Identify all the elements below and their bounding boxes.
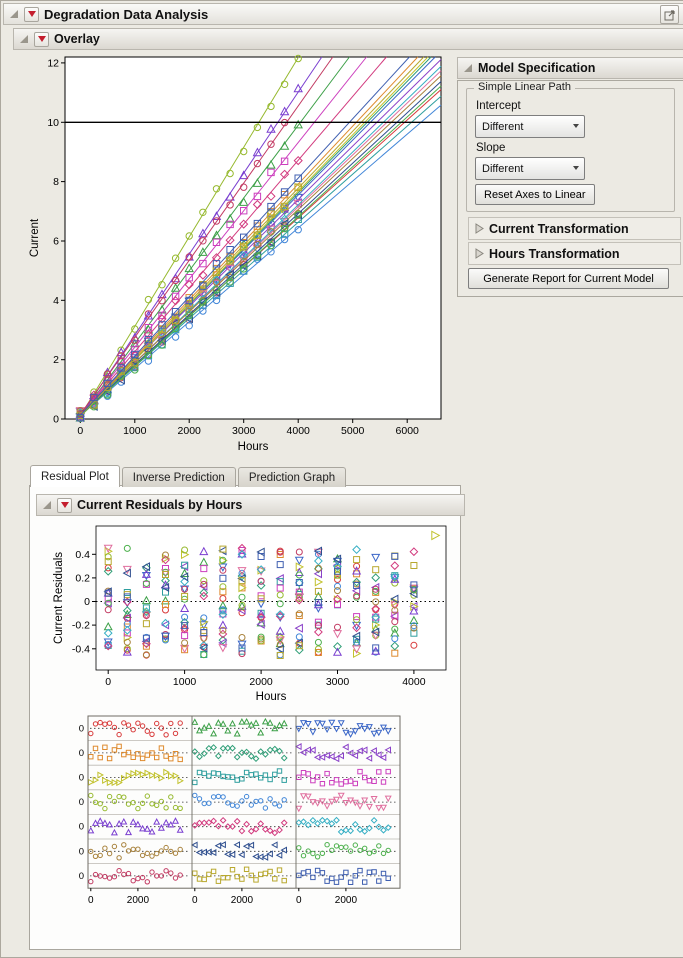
model-spec-panel: Simple Linear Path Intercept Different S…: [457, 80, 683, 297]
svg-text:0: 0: [79, 773, 84, 784]
svg-text:0: 0: [53, 414, 59, 426]
disclosure-closed-icon[interactable]: [474, 223, 484, 234]
chevron-down-icon: [573, 124, 579, 128]
svg-text:0: 0: [79, 871, 84, 882]
tab-label: Residual Plot: [41, 470, 109, 483]
svg-text:1000: 1000: [123, 425, 147, 437]
slope-value: Different: [482, 162, 524, 175]
residuals-header-bar[interactable]: Current Residuals by Hours: [36, 494, 465, 516]
svg-text:0: 0: [79, 822, 84, 833]
svg-text:2000: 2000: [178, 425, 202, 437]
hours-transformation-outline[interactable]: Hours Transformation: [468, 242, 681, 265]
slope-dropdown[interactable]: Different: [475, 157, 585, 180]
red-triangle-menu-icon[interactable]: [24, 6, 39, 22]
svg-text:8: 8: [53, 176, 59, 188]
svg-text:-0.4: -0.4: [72, 643, 90, 655]
disclosure-open-icon[interactable]: [463, 63, 473, 73]
tab-residual-plot[interactable]: Residual Plot: [30, 465, 120, 487]
residuals-panel-grid[interactable]: 0 0 0 0 0 0 0 0 2000 0 2000 0 2000: [72, 712, 424, 915]
svg-text:10: 10: [47, 117, 59, 129]
page-title: Degradation Data Analysis: [44, 6, 209, 22]
residuals-plot[interactable]: 0 1000 2000 3000 4000 0.4 0.2 0 -0.2 -0.4 Hours Cur…: [50, 520, 454, 711]
svg-text:2000: 2000: [231, 895, 254, 906]
svg-text:2: 2: [53, 354, 59, 366]
svg-text:2000: 2000: [127, 895, 150, 906]
intercept-label: Intercept: [476, 100, 521, 112]
disclosure-open-icon[interactable]: [42, 500, 52, 510]
residual-tab-bar: Residual Plot Inverse Prediction Predict…: [30, 465, 348, 487]
residuals-panel-svg[interactable]: 0 0 0 0 0 0 0 0 2000 0 2000 0 2000: [72, 712, 424, 912]
svg-text:1000: 1000: [173, 676, 197, 688]
residuals-title: Current Residuals by Hours: [77, 498, 243, 512]
intercept-value: Different: [482, 120, 524, 133]
disclosure-open-icon[interactable]: [19, 34, 29, 44]
svg-text:3000: 3000: [326, 676, 350, 688]
model-spec-title: Model Specification: [478, 61, 596, 75]
svg-text:Hours: Hours: [238, 441, 269, 453]
svg-text:0: 0: [79, 748, 84, 759]
overlay-plot-svg[interactable]: 0 1000 2000 3000 4000 5000 6000 0 2 4 6 8 10 12 Hours C…: [27, 51, 447, 457]
residual-plot-panel: Current Residuals by Hours 0 1000 2000 3000…: [29, 485, 465, 950]
svg-text:2000: 2000: [249, 676, 273, 688]
tab-label: Inverse Prediction: [132, 471, 225, 484]
svg-text:0: 0: [296, 895, 302, 906]
svg-text:0: 0: [192, 895, 198, 906]
svg-text:-0.2: -0.2: [72, 620, 90, 632]
report-title-bar[interactable]: Degradation Data Analysis: [3, 3, 683, 25]
svg-text:5000: 5000: [341, 425, 365, 437]
svg-text:Hours: Hours: [256, 691, 287, 703]
overlay-plot[interactable]: 0 1000 2000 3000 4000 5000 6000 0 2 4 6 8 10 12 Hours C…: [27, 51, 447, 460]
svg-text:4000: 4000: [287, 425, 311, 437]
chevron-down-icon: [573, 166, 579, 170]
red-triangle-menu-icon[interactable]: [34, 31, 49, 47]
svg-text:4000: 4000: [402, 676, 426, 688]
svg-text:0.4: 0.4: [75, 549, 90, 561]
svg-text:6000: 6000: [396, 425, 420, 437]
svg-text:0: 0: [84, 596, 90, 608]
tab-prediction-graph[interactable]: Prediction Graph: [237, 467, 347, 487]
current-transformation-outline[interactable]: Current Transformation: [468, 217, 681, 240]
intercept-dropdown[interactable]: Different: [475, 115, 585, 138]
current-transformation-label: Current Transformation: [489, 221, 629, 236]
relaunch-arrow-icon: [664, 9, 675, 20]
disclosure-open-icon[interactable]: [9, 9, 19, 19]
svg-text:0: 0: [77, 425, 83, 437]
overlay-header-bar[interactable]: Overlay: [13, 28, 683, 50]
svg-text:0: 0: [79, 846, 84, 857]
disclosure-closed-icon[interactable]: [474, 248, 484, 259]
svg-text:0: 0: [88, 895, 94, 906]
svg-text:12: 12: [47, 57, 59, 69]
residuals-plot-svg[interactable]: 0 1000 2000 3000 4000 0.4 0.2 0 -0.2 -0.4 Hours Cur…: [50, 520, 454, 708]
svg-text:3000: 3000: [232, 425, 256, 437]
tab-label: Prediction Graph: [248, 471, 336, 484]
overlay-title: Overlay: [54, 32, 100, 46]
simple-linear-path-group: Simple Linear Path Intercept Different S…: [466, 81, 675, 212]
svg-text:Current: Current: [29, 218, 41, 257]
slope-label: Slope: [476, 142, 506, 154]
hours-transformation-label: Hours Transformation: [489, 246, 620, 261]
red-triangle-menu-icon[interactable]: [57, 497, 72, 513]
model-spec-header-bar[interactable]: Model Specification: [457, 57, 683, 79]
svg-text:4: 4: [53, 295, 59, 307]
svg-text:Current Residuals: Current Residuals: [53, 552, 65, 644]
window-options-button[interactable]: [660, 5, 679, 24]
svg-text:0: 0: [79, 797, 84, 808]
svg-text:0: 0: [105, 676, 111, 688]
generate-report-button[interactable]: Generate Report for Current Model: [468, 268, 669, 289]
svg-text:0.2: 0.2: [75, 572, 90, 584]
svg-text:0: 0: [79, 723, 84, 734]
svg-text:2000: 2000: [335, 895, 358, 906]
tab-inverse-prediction[interactable]: Inverse Prediction: [121, 467, 236, 487]
group-label: Simple Linear Path: [474, 81, 575, 93]
reset-axes-button[interactable]: Reset Axes to Linear: [475, 184, 595, 205]
svg-text:6: 6: [53, 236, 59, 248]
